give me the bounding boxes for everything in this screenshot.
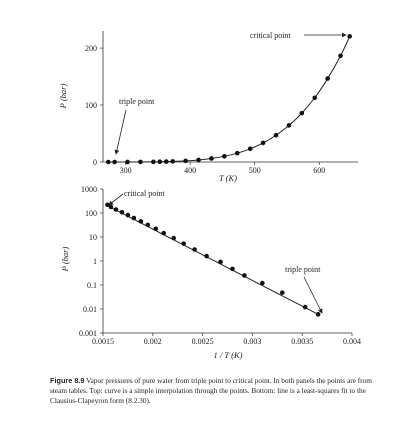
bottom-critical-point-label: critical point: [124, 189, 165, 198]
top-plot-area: 300 400 500 600 0 100 200: [85, 31, 358, 175]
bottom-data-point: [145, 222, 151, 228]
bottom-triple-point-arrow: [303, 276, 323, 314]
top-interpolation-curve: [108, 36, 351, 163]
bottom-y-tick-label: 0.1: [87, 281, 97, 290]
bottom-x-tick-label: 0.0015: [92, 337, 114, 346]
bottom-data-point: [279, 290, 285, 295]
top-data-points: [105, 34, 352, 165]
bottom-y-tick-label: 0.01: [83, 305, 97, 314]
bottom-data-point: [230, 266, 235, 272]
bottom-plot-area: 0.0015 0.002 0.0025 0.003 0.0035 0.004 0.001 0.…: [79, 185, 361, 346]
bottom-y-axis-label: P (bar): [60, 247, 70, 273]
bottom-y-tick-label: 10: [89, 233, 97, 242]
top-ticks: 300 400 500 600 0 100 200: [85, 44, 325, 175]
top-data-point: [112, 159, 117, 165]
top-data-point: [347, 34, 352, 39]
top-y-tick-label: 0: [93, 158, 97, 167]
top-data-point: [183, 158, 188, 164]
top-chart: 300 400 500 600 0 100 200 T (K) P (bar) critic…: [58, 31, 358, 183]
top-data-point: [247, 146, 253, 152]
bottom-y-tick-label: 100: [85, 209, 97, 218]
bottom-chart: 0.0015 0.002 0.0025 0.003 0.0035 0.004 0.001 0.…: [60, 185, 361, 360]
bottom-y-tick-label: 1: [93, 257, 97, 266]
top-data-point: [105, 159, 111, 165]
bottom-x-tick-label: 0.0035: [291, 337, 313, 346]
top-x-tick-label: 400: [184, 166, 196, 175]
bottom-data-point: [138, 219, 144, 224]
top-x-axis-label: T (K): [219, 173, 237, 183]
bottom-data-point: [218, 259, 223, 265]
top-y-tick-label: 200: [85, 44, 97, 53]
top-data-point: [151, 159, 156, 165]
bottom-x-tick-label: 0.002: [144, 337, 162, 346]
figure-caption-label: Figure 8.9: [50, 376, 85, 385]
top-data-point: [170, 159, 176, 164]
bottom-data-point: [204, 253, 209, 259]
top-data-point: [260, 140, 266, 146]
top-critical-point-label: critical point: [250, 31, 291, 40]
bottom-data-point: [119, 209, 125, 215]
bottom-data-point: [108, 204, 114, 210]
bottom-data-point: [302, 304, 308, 310]
bottom-data-point: [125, 212, 131, 218]
bottom-x-tick-label: 0.003: [243, 337, 261, 346]
top-data-point: [234, 150, 240, 156]
bottom-data-point: [153, 226, 159, 232]
top-x-tick-label: 600: [313, 166, 325, 175]
top-x-tick-label: 500: [249, 166, 261, 175]
bottom-critical-point-arrow: [108, 193, 124, 206]
top-data-point: [125, 159, 130, 165]
bottom-x-tick-label: 0.004: [343, 337, 361, 346]
figure-caption: Figure 8.9 Vapor pressures of pure water…: [50, 376, 390, 407]
top-x-tick-label: 300: [120, 166, 132, 175]
top-y-tick-label: 100: [85, 101, 97, 110]
top-data-point: [338, 53, 343, 59]
top-data-point: [138, 159, 143, 165]
top-data-point: [299, 110, 305, 116]
bottom-data-point: [131, 215, 137, 221]
top-y-axis-label: P (bar): [58, 84, 68, 110]
bottom-data-point: [192, 247, 197, 252]
bottom-ticks: 0.0015 0.002 0.0025 0.003 0.0035 0.004 0.001 0.…: [79, 185, 361, 346]
bottom-data-point: [242, 273, 247, 278]
top-data-point: [312, 95, 318, 101]
top-data-point: [325, 76, 330, 81]
top-data-point: [196, 157, 201, 163]
bottom-x-axis-label: 1 / T (K): [214, 350, 243, 360]
bottom-fit-line: [107, 205, 319, 315]
top-data-point: [286, 123, 292, 128]
top-triple-point-arrow: [114, 109, 127, 155]
top-data-point: [222, 154, 227, 159]
bottom-y-tick-label: 1000: [81, 185, 97, 194]
bottom-data-point: [161, 230, 167, 236]
bottom-y-tick-label: 0.001: [79, 329, 97, 338]
bottom-data-point: [315, 312, 321, 317]
top-data-point: [157, 159, 163, 165]
figure-caption-text: Vapor pressures of pure water from tripl…: [50, 376, 372, 406]
bottom-x-tick-label: 0.0025: [192, 337, 214, 346]
top-data-point: [209, 156, 214, 161]
bottom-data-point: [181, 241, 186, 246]
bottom-data-point: [113, 207, 119, 212]
bottom-data-point: [260, 280, 265, 286]
bottom-triple-point-label: triple point: [285, 265, 321, 274]
bottom-data-point: [171, 235, 177, 241]
top-triple-point-label: triple point: [119, 97, 155, 106]
top-data-point: [163, 159, 169, 164]
top-data-point: [273, 132, 279, 138]
